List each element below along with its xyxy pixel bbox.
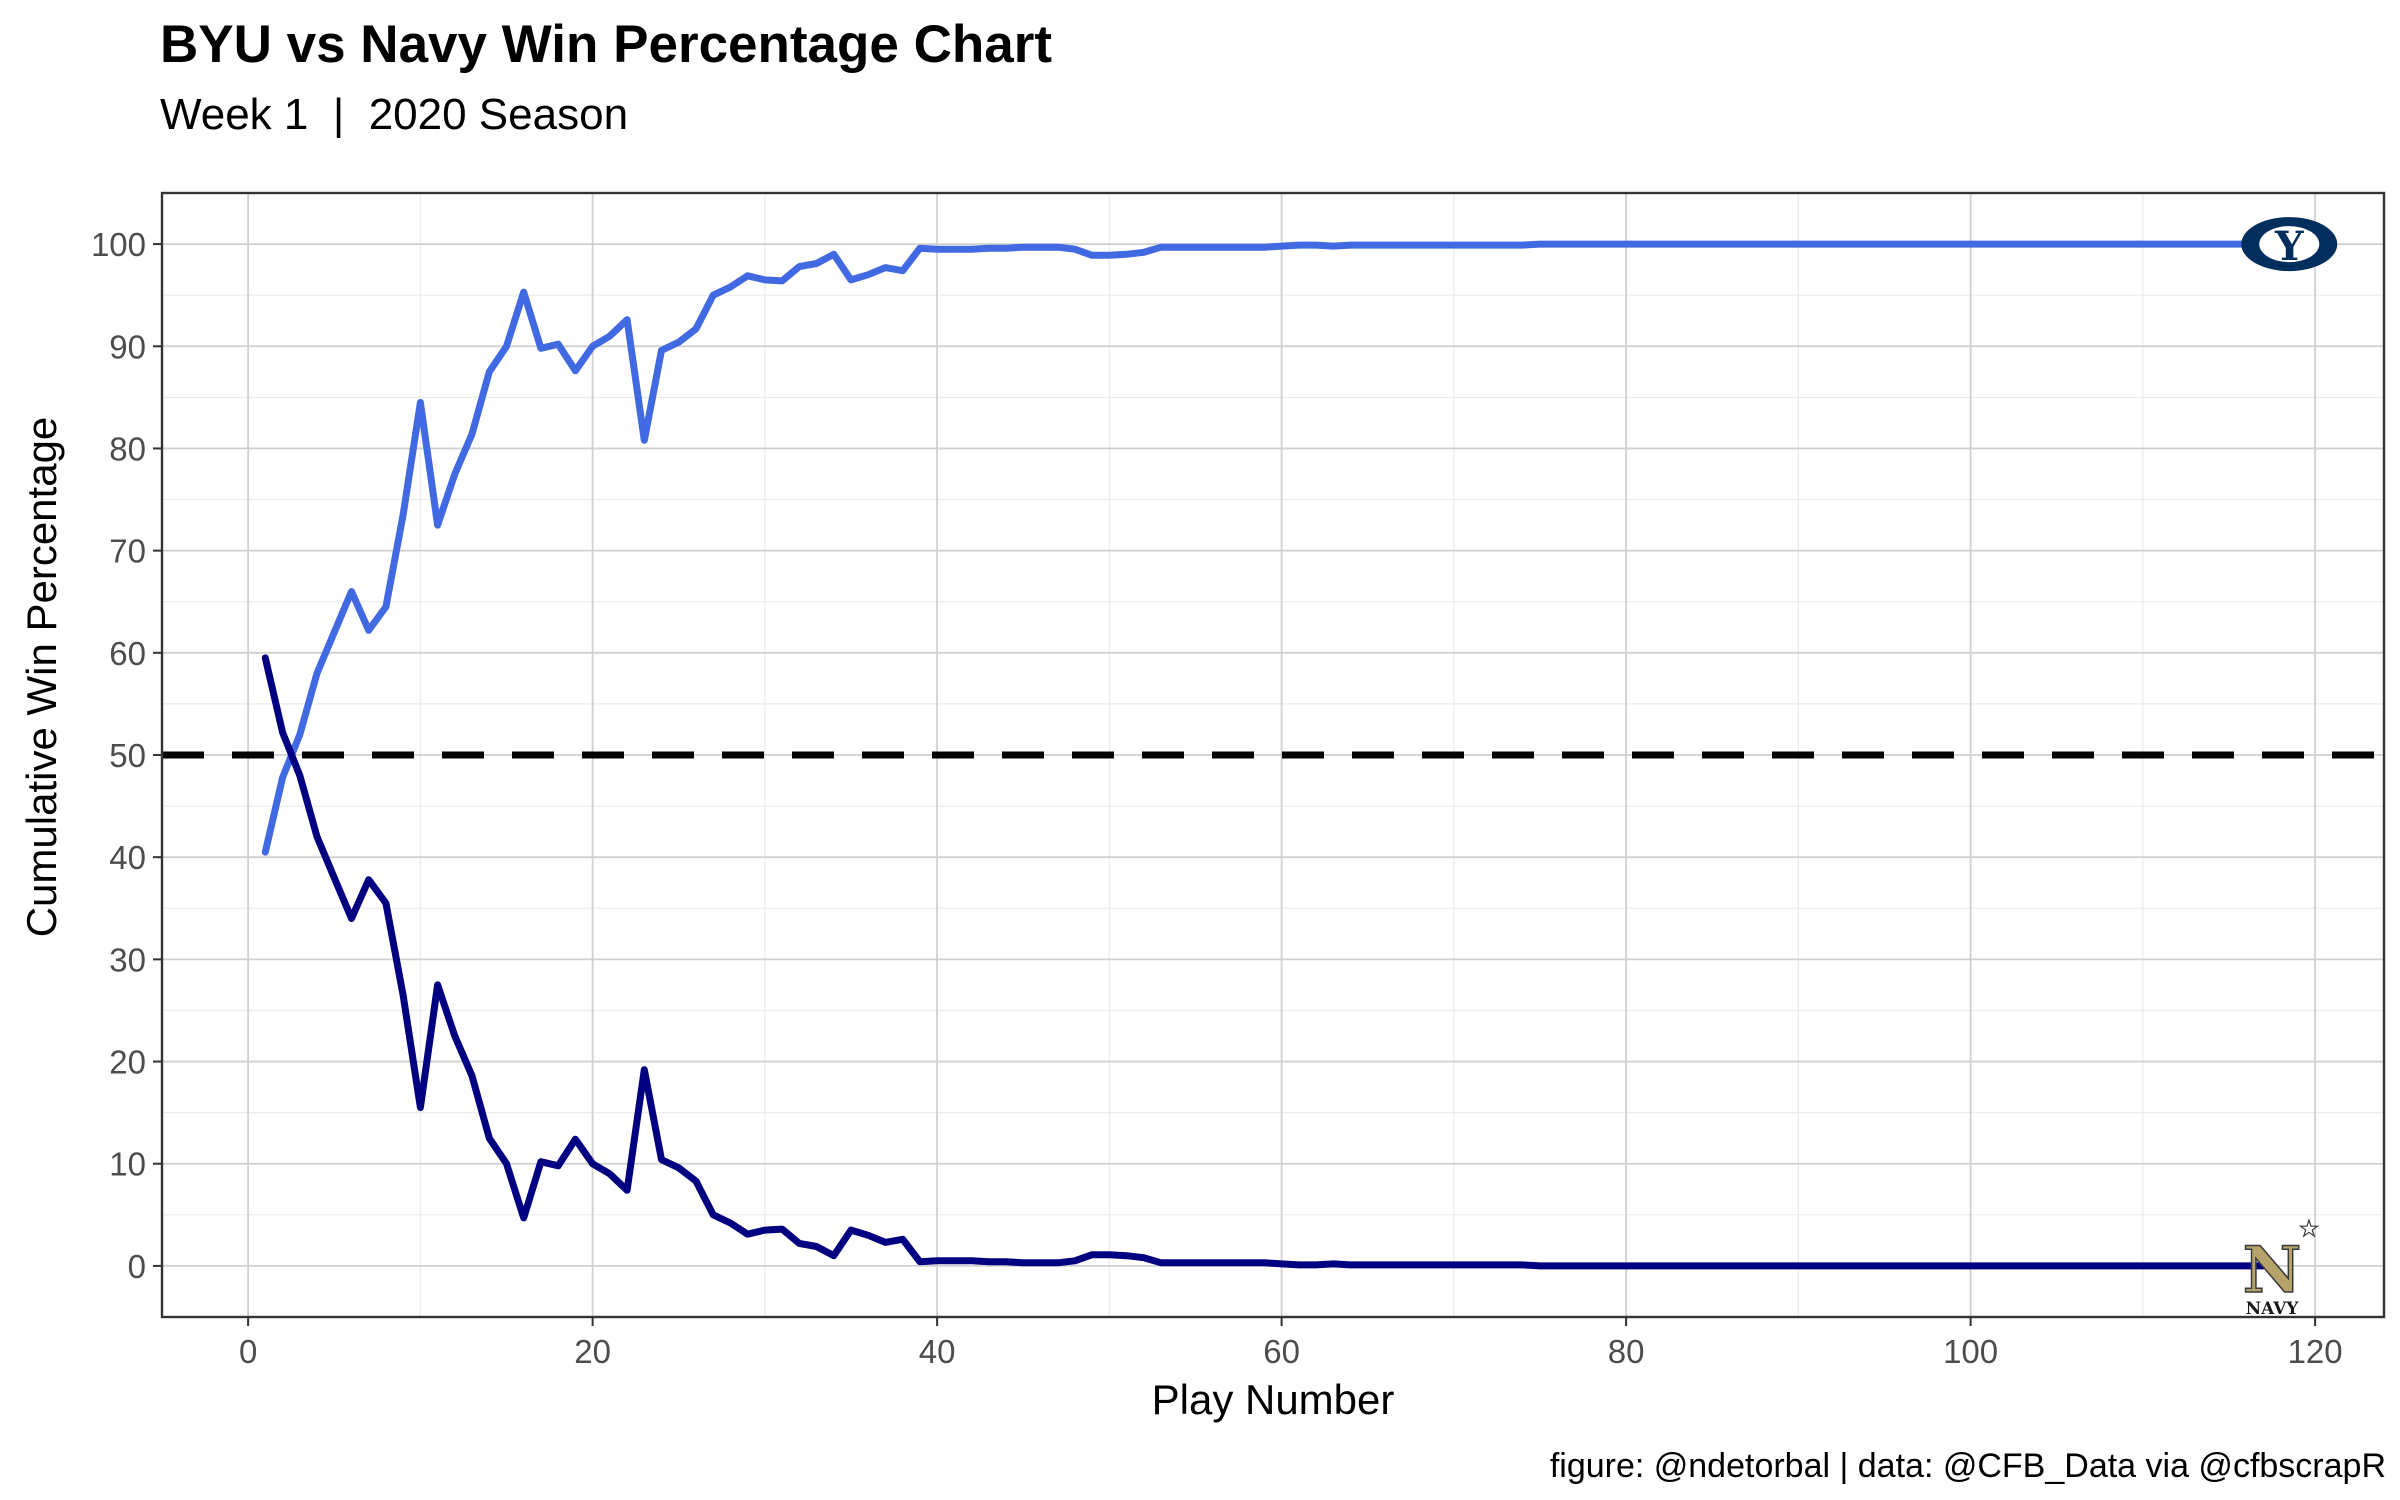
y-tick-label: 60 <box>109 635 146 672</box>
x-tick-label: 80 <box>1608 1333 1645 1370</box>
navy-logo-letter: N <box>2243 1233 2302 1308</box>
byu-logo-letter: Y <box>2274 223 2304 270</box>
y-tick-label: 30 <box>109 941 146 978</box>
y-tick-label: 0 <box>128 1248 146 1285</box>
byu-logo: Y <box>2241 217 2338 272</box>
y-tick-label: 10 <box>109 1146 146 1183</box>
y-tick-label: 80 <box>109 430 146 467</box>
y-tick-label: 40 <box>109 839 146 876</box>
y-tick-label: 90 <box>109 328 146 365</box>
navy-logo-star-icon: ★ <box>2299 1216 2319 1241</box>
plot-panel-border <box>160 191 2386 1319</box>
x-tick-label: 40 <box>919 1333 956 1370</box>
chart-caption: figure: @ndetorbal | data: @CFB_Data via… <box>1549 1447 2386 1485</box>
x-tick-label: 0 <box>239 1333 257 1370</box>
series-line-navy <box>261 654 2267 1270</box>
chart-subtitle: Week 1 | 2020 Season <box>160 90 629 139</box>
navy-logo-wordmark: NAVY <box>2246 1299 2300 1319</box>
x-tick-label: 120 <box>2288 1333 2343 1370</box>
series-line-byu <box>261 240 2267 856</box>
byu-logo-inner <box>2259 226 2320 263</box>
y-tick-label: 100 <box>91 226 146 263</box>
series-layer <box>261 240 2267 1270</box>
y-tick-label: 50 <box>109 737 146 774</box>
x-tick-label: 60 <box>1263 1333 1300 1370</box>
y-tick-label: 70 <box>109 533 146 570</box>
x-axis-title: Play Number <box>1152 1376 1395 1423</box>
y-tick-label: 20 <box>109 1044 146 1081</box>
y-axis-title: Cumulative Win Percentage <box>18 417 65 938</box>
chart-title: BYU vs Navy Win Percentage Chart <box>160 15 1052 74</box>
x-tick-label: 100 <box>1943 1333 1998 1370</box>
x-tick-label: 20 <box>574 1333 611 1370</box>
axis-layer: 0 20 40 60 80 100 120 0 10 20 30 40 50 60 70 80 90 100 <box>91 191 2386 1370</box>
